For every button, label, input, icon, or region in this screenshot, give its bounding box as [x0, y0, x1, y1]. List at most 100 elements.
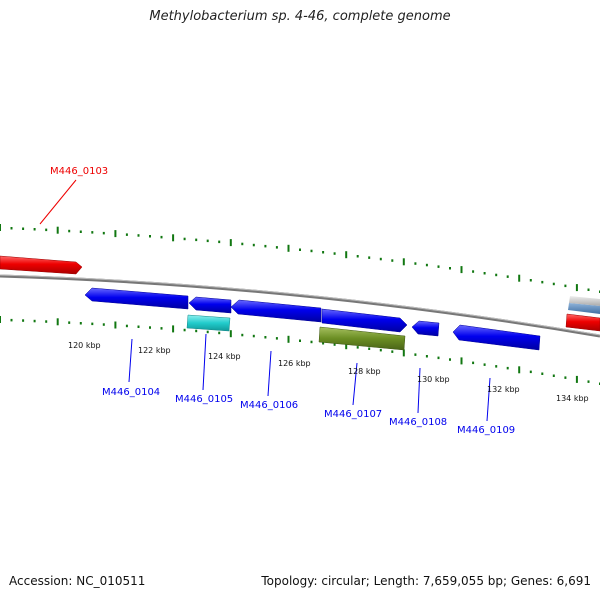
label-leader-m446-0104 [128, 338, 133, 383]
gene-feature-m446-0104[interactable] [84, 287, 189, 310]
gene-label-m446-0105[interactable]: M446_0105 [175, 394, 233, 405]
gene-feature-m446-0106[interactable] [230, 299, 322, 323]
tick-label-130: 130 kbp [417, 375, 450, 384]
inner-minor-tick [33, 319, 36, 323]
inner-minor-tick [564, 376, 567, 379]
outer-minor-tick [206, 239, 209, 243]
outer-minor-tick [391, 259, 394, 262]
inner-major-tick [172, 325, 175, 333]
inner-major-tick [460, 357, 463, 365]
gene-label-m446-0107[interactable]: M446_0107 [324, 409, 382, 420]
inner-minor-tick [333, 343, 336, 346]
inner-minor-tick [379, 348, 382, 352]
inner-minor-tick [160, 327, 163, 330]
outer-major-tick [402, 258, 405, 266]
tick-label-120: 120 kbp [68, 341, 101, 350]
outer-minor-tick [310, 249, 313, 253]
outer-minor-tick [10, 227, 13, 230]
inner-major-tick [229, 330, 232, 338]
outer-minor-tick [564, 284, 567, 288]
inner-minor-tick [149, 326, 151, 329]
outer-minor-tick [379, 257, 382, 261]
gene-label-m446-0109[interactable]: M446_0109 [457, 425, 515, 436]
outer-minor-tick [506, 275, 509, 278]
outer-minor-tick [333, 252, 336, 255]
inner-minor-tick [541, 372, 544, 375]
gene-feature-m446-0108[interactable] [411, 320, 440, 337]
label-leader-m446-0106 [267, 350, 272, 397]
rna-feature-m446-0105[interactable] [186, 314, 231, 332]
gene-feature-right-red[interactable] [565, 313, 600, 332]
gene-label-m446-0106[interactable]: M446_0106 [240, 400, 298, 411]
inner-minor-tick [587, 380, 590, 383]
inner-minor-tick [195, 329, 198, 333]
inner-minor-tick [495, 365, 498, 368]
map-title: Methylobacterium sp. 4-46, complete geno… [149, 9, 451, 24]
misc-feature-m446-0107[interactable] [318, 326, 406, 351]
inner-minor-tick [22, 319, 25, 322]
gene-label-m446-0108[interactable]: M446_0108 [389, 417, 447, 428]
gene-feature-m446-0105[interactable] [188, 296, 232, 314]
outer-minor-tick [160, 235, 163, 239]
outer-major-tick [172, 234, 175, 242]
label-leader-m446-0108 [417, 367, 421, 414]
inner-minor-tick [425, 355, 428, 358]
genome-backbone [0, 274, 600, 338]
gene-label-m446-0103[interactable]: M446_0103 [50, 166, 108, 177]
outer-minor-tick [449, 267, 451, 270]
outer-minor-tick [368, 256, 371, 259]
outer-minor-tick [356, 255, 359, 258]
inner-major-tick [0, 316, 1, 323]
outer-minor-tick [241, 242, 244, 246]
gene-feature-right-steel[interactable] [568, 303, 600, 314]
outer-minor-tick [45, 228, 48, 232]
genome-backbone-highlight [0, 274, 600, 336]
outer-major-tick [518, 274, 521, 282]
inner-minor-tick [368, 347, 371, 350]
inner-minor-tick [45, 320, 48, 323]
outer-minor-tick [437, 265, 440, 268]
outer-major-tick [287, 244, 290, 252]
inner-minor-tick [206, 330, 209, 334]
gene-feature-m446-0107[interactable] [321, 308, 408, 333]
inner-major-tick [345, 342, 348, 350]
inner-minor-tick [68, 321, 71, 324]
outer-minor-tick [22, 227, 25, 230]
inner-minor-tick [137, 325, 140, 328]
outer-minor-tick [79, 230, 82, 233]
gene-label-m446-0104[interactable]: M446_0104 [102, 387, 160, 398]
outer-major-tick [56, 226, 59, 234]
label-leader-m446-0105 [202, 333, 207, 391]
label-leader-m446-0107 [352, 362, 358, 406]
outer-minor-tick [149, 235, 151, 238]
outer-minor-tick [195, 238, 198, 242]
inner-minor-tick [483, 363, 486, 366]
inner-major-tick [114, 321, 117, 329]
inner-minor-tick [252, 334, 255, 338]
outer-major-tick [0, 224, 1, 231]
outer-minor-tick [495, 273, 498, 277]
outer-minor-tick [299, 248, 301, 251]
label-leader-m446-0109 [486, 377, 491, 422]
gene-feature-right-grey[interactable] [569, 296, 600, 306]
outer-major-tick [460, 266, 463, 274]
outer-minor-tick [529, 279, 532, 282]
outer-minor-tick [414, 262, 417, 265]
inner-tick-track [0, 316, 600, 385]
inner-minor-tick [299, 339, 301, 342]
gene-feature-m446-0103[interactable] [0, 255, 83, 275]
inner-minor-tick [472, 361, 475, 365]
inner-minor-tick [552, 374, 555, 377]
tick-label-122: 122 kbp [138, 346, 171, 355]
outer-minor-tick [541, 280, 544, 284]
inner-minor-tick [218, 331, 221, 335]
inner-major-tick [518, 366, 521, 374]
inner-minor-tick [437, 356, 440, 360]
inner-minor-tick [10, 318, 13, 322]
outer-minor-tick [587, 288, 590, 291]
inner-minor-tick [183, 328, 186, 332]
inner-minor-tick [414, 353, 417, 356]
outer-tick-track [0, 224, 600, 293]
inner-minor-tick [79, 322, 82, 325]
gene-feature-m446-0109[interactable] [452, 324, 541, 351]
